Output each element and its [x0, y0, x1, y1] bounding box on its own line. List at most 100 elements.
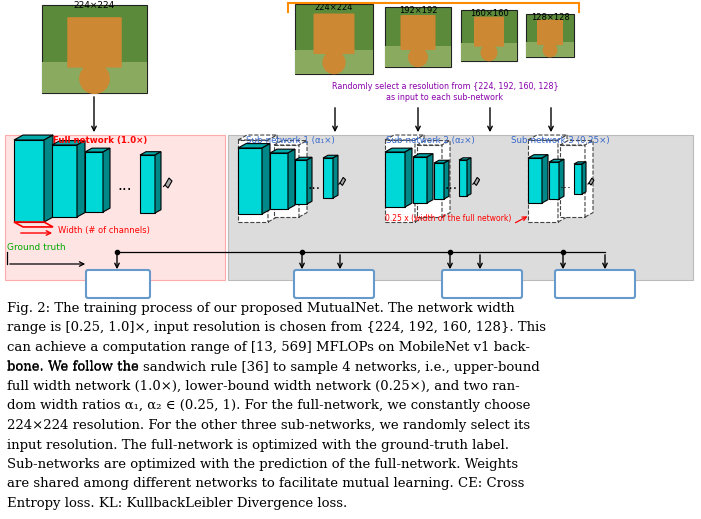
Polygon shape	[340, 177, 346, 185]
Text: Ground truth: Ground truth	[7, 243, 66, 253]
Polygon shape	[341, 51, 345, 57]
Text: bone. We follow the sandwich rule [36] to sample 4 networks, i.e., upper-bound: bone. We follow the sandwich rule [36] t…	[7, 361, 540, 374]
Polygon shape	[80, 62, 86, 71]
Polygon shape	[270, 153, 288, 209]
Polygon shape	[333, 155, 338, 198]
Circle shape	[481, 45, 497, 61]
Text: KL: KL	[587, 277, 604, 291]
Polygon shape	[549, 162, 559, 199]
Polygon shape	[307, 157, 312, 204]
FancyBboxPatch shape	[67, 17, 122, 67]
Polygon shape	[528, 155, 548, 158]
Polygon shape	[413, 154, 433, 157]
FancyBboxPatch shape	[461, 10, 517, 61]
Polygon shape	[103, 62, 109, 71]
Text: 224×224: 224×224	[315, 3, 353, 12]
Text: Entropy loss. KL: KullbackLeibler Divergence loss.: Entropy loss. KL: KullbackLeibler Diverg…	[7, 497, 347, 510]
Text: 224×224: 224×224	[74, 1, 115, 10]
Polygon shape	[417, 145, 442, 217]
Polygon shape	[543, 43, 546, 47]
Polygon shape	[459, 160, 467, 196]
Text: full width network (1.0×), lower-bound width network (0.25×), and two ran-: full width network (1.0×), lower-bound w…	[7, 380, 519, 393]
Polygon shape	[405, 148, 412, 207]
Polygon shape	[52, 145, 77, 217]
Text: input resolution. The full-network is optimized with the ground-truth label.: input resolution. The full-network is op…	[7, 439, 509, 452]
Polygon shape	[155, 152, 161, 213]
Polygon shape	[434, 160, 449, 163]
Polygon shape	[14, 135, 53, 140]
FancyBboxPatch shape	[42, 5, 147, 93]
Polygon shape	[423, 47, 427, 52]
Text: Randomly select a resolution from {224, 192, 160, 128}: Randomly select a resolution from {224, …	[332, 82, 558, 91]
FancyBboxPatch shape	[474, 17, 504, 47]
Text: bone. We follow the: bone. We follow the	[0, 518, 1, 519]
Polygon shape	[268, 135, 277, 222]
Polygon shape	[85, 148, 110, 152]
Polygon shape	[274, 141, 307, 145]
FancyBboxPatch shape	[228, 135, 693, 280]
Text: Width (# of channels): Width (# of channels)	[58, 226, 150, 236]
Text: Full network (1.0×): Full network (1.0×)	[53, 136, 147, 145]
FancyBboxPatch shape	[313, 13, 355, 54]
Text: ...: ...	[308, 178, 320, 192]
Polygon shape	[554, 43, 557, 47]
FancyBboxPatch shape	[526, 42, 574, 57]
Text: 128×128: 128×128	[531, 13, 569, 22]
Polygon shape	[274, 145, 299, 217]
Text: Fig. 2: The training process of our proposed MutualNet. The network width: Fig. 2: The training process of our prop…	[7, 302, 515, 315]
Polygon shape	[417, 141, 450, 145]
Text: can achieve a computation range of [13, 569] MFLOPs on MobileNet v1 back-: can achieve a computation range of [13, …	[7, 341, 530, 354]
Polygon shape	[415, 135, 424, 222]
Text: KL: KL	[326, 277, 342, 291]
FancyBboxPatch shape	[526, 14, 574, 57]
Polygon shape	[528, 135, 567, 140]
Circle shape	[323, 52, 345, 74]
Polygon shape	[459, 158, 471, 160]
Polygon shape	[385, 152, 405, 207]
FancyBboxPatch shape	[400, 15, 435, 50]
Polygon shape	[385, 140, 415, 222]
Circle shape	[409, 48, 427, 66]
Polygon shape	[560, 145, 585, 217]
Polygon shape	[558, 135, 567, 222]
FancyBboxPatch shape	[555, 270, 635, 298]
Text: KL: KL	[474, 277, 491, 291]
Polygon shape	[52, 141, 85, 145]
Text: CE: CE	[109, 277, 128, 291]
FancyBboxPatch shape	[5, 135, 225, 280]
Polygon shape	[434, 163, 444, 199]
Polygon shape	[560, 141, 593, 145]
Polygon shape	[413, 157, 427, 203]
FancyBboxPatch shape	[295, 4, 373, 74]
Circle shape	[80, 64, 109, 93]
Polygon shape	[238, 135, 277, 140]
Text: ...: ...	[560, 179, 572, 192]
Text: 192×192: 192×192	[399, 6, 437, 15]
Polygon shape	[323, 51, 327, 57]
Text: Sub-network 3 (0.25×): Sub-network 3 (0.25×)	[511, 136, 609, 145]
FancyBboxPatch shape	[461, 43, 517, 61]
FancyBboxPatch shape	[537, 19, 563, 45]
Polygon shape	[444, 160, 449, 199]
Polygon shape	[238, 140, 268, 222]
Polygon shape	[238, 144, 270, 148]
Text: range is [0.25, 1.0]×, input resolution is chosen from {224, 192, 160, 128}. Thi: range is [0.25, 1.0]×, input resolution …	[7, 321, 546, 335]
Polygon shape	[549, 159, 564, 162]
FancyBboxPatch shape	[442, 270, 522, 298]
Polygon shape	[542, 155, 548, 203]
Polygon shape	[295, 160, 307, 204]
Polygon shape	[140, 152, 161, 155]
FancyBboxPatch shape	[385, 7, 451, 67]
Polygon shape	[140, 155, 155, 213]
Polygon shape	[494, 44, 497, 49]
Polygon shape	[528, 140, 558, 222]
Polygon shape	[585, 141, 593, 217]
Polygon shape	[474, 177, 479, 185]
Polygon shape	[299, 141, 307, 217]
Polygon shape	[574, 162, 586, 164]
FancyBboxPatch shape	[86, 270, 150, 298]
Text: bone. We follow the: bone. We follow the	[7, 361, 143, 374]
Polygon shape	[238, 148, 262, 214]
Text: ...: ...	[444, 178, 458, 192]
FancyBboxPatch shape	[295, 49, 373, 74]
